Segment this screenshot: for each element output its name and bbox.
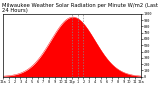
Text: Milwaukee Weather Solar Radiation per Minute W/m2 (Last 24 Hours): Milwaukee Weather Solar Radiation per Mi… bbox=[2, 3, 158, 13]
